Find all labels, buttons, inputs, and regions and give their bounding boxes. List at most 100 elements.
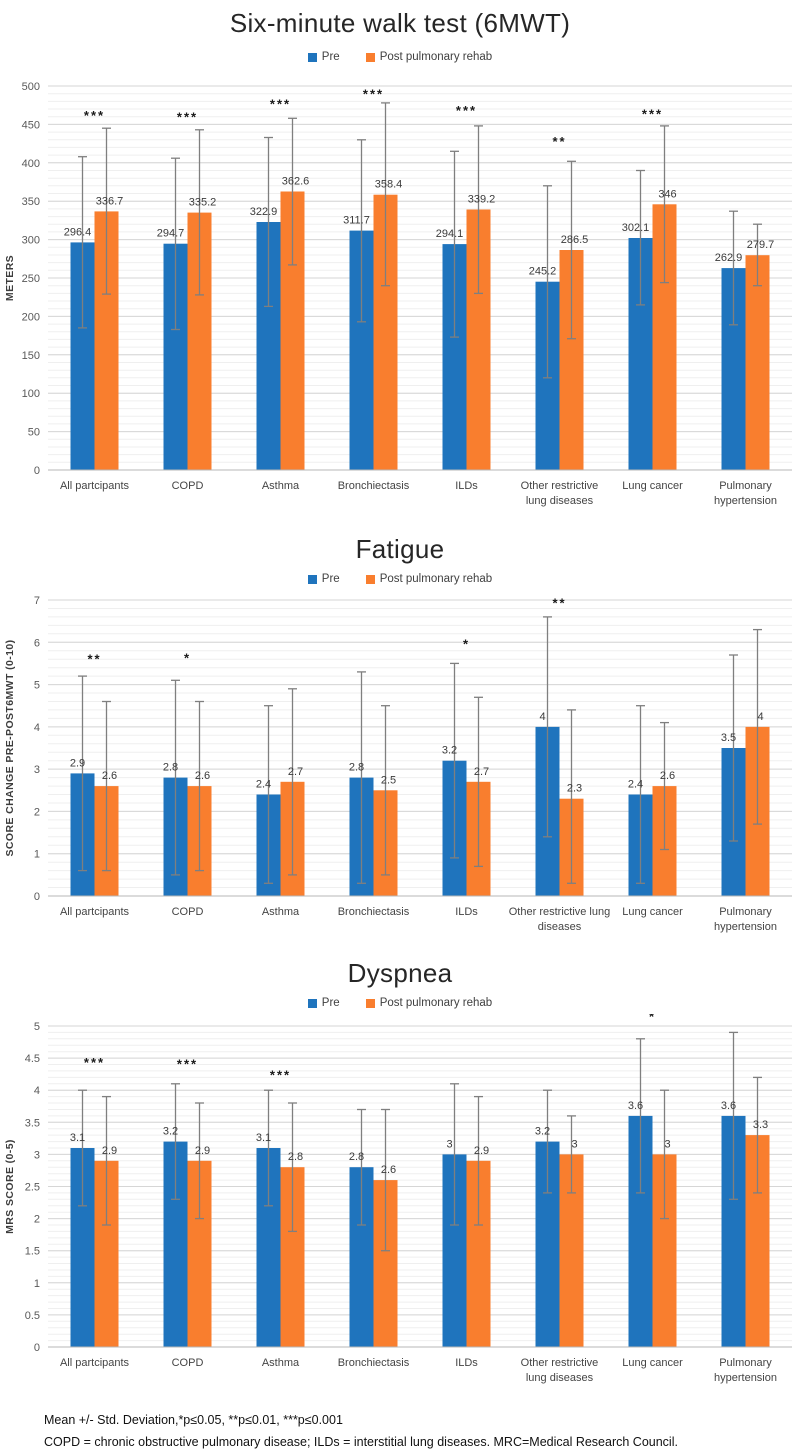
value-label-pre: 3.2 (535, 1126, 550, 1138)
y-tick-label: 0 (34, 465, 40, 477)
chart-fatigue-plot: 0 1 2 3 4 5 6 7 SCORE CHANGE PRE-POST6MWT (0-10)… (4, 595, 792, 933)
value-label-post: 2.6 (660, 770, 675, 782)
chart-section-fatigue: Fatigue Pre Post pulmonary rehab 0 1 2 3 4 5 6… (0, 534, 800, 942)
y-tick-label: 5 (34, 680, 40, 692)
x-category-label: Other restrictive (521, 480, 599, 492)
y-tick-label: 450 (22, 119, 40, 131)
y-tick-label: 0 (34, 891, 40, 903)
y-tick-label: 4.5 (25, 1053, 40, 1065)
y-tick-label: 500 (22, 81, 40, 93)
x-category-label: lung diseases (526, 1372, 594, 1384)
legend-item-pre: Pre (307, 51, 340, 63)
y-axis-label: SCORE CHANGE PRE-POST6MWT (0-10) (4, 640, 16, 857)
x-category-label: Other restrictive (521, 1357, 599, 1369)
value-label-pre: 3.5 (721, 732, 736, 744)
y-tick-label: 100 (22, 388, 40, 400)
value-label-pre: 302.1 (622, 222, 650, 234)
y-tick-label: 150 (22, 350, 40, 362)
x-category-label: Lung cancer (622, 1357, 683, 1369)
footnote-abbreviations: COPD = chronic obstructive pulmonary dis… (44, 1435, 678, 1449)
x-category-label: Lung cancer (622, 906, 683, 918)
legend-swatch-post-icon (365, 52, 375, 62)
y-tick-label: 4 (34, 722, 40, 734)
significance-stars: *** (177, 1056, 198, 1071)
y-tick-label: 250 (22, 273, 40, 285)
value-label-post: 2.8 (288, 1151, 303, 1163)
y-tick-label: 1 (34, 1278, 40, 1290)
significance-stars: *** (177, 109, 198, 124)
legend-item-post: Post pulmonary rehab (365, 997, 493, 1009)
chart-6mwt-plot: 0 50 100 150 200 250 300 350 400 450 500 METERS 296.… (4, 81, 792, 507)
value-label-pre: 294.1 (436, 228, 464, 240)
value-label-post: 3 (664, 1138, 670, 1150)
significance-stars: *** (456, 103, 477, 118)
value-label-pre: 2.4 (256, 779, 271, 791)
significance-stars: * (184, 651, 191, 666)
legend-label-pre: Pre (321, 997, 340, 1009)
value-label-post: 2.6 (102, 770, 117, 782)
significance-stars: ** (87, 651, 101, 666)
value-label-post: 2.7 (288, 766, 303, 778)
value-label-post: 2.9 (195, 1145, 210, 1157)
legend-swatch-post-icon (365, 998, 375, 1008)
value-label-pre: 2.8 (349, 762, 364, 774)
significance-stars: *** (84, 108, 105, 123)
y-tick-label: 2 (34, 1214, 40, 1226)
y-tick-label: 1.5 (25, 1246, 40, 1258)
x-category-label: All partcipants (60, 906, 130, 918)
value-label-post: 336.7 (96, 195, 124, 207)
y-tick-label: 2 (34, 806, 40, 818)
value-label-pre: 2.8 (349, 1151, 364, 1163)
y-tick-label: 300 (22, 235, 40, 247)
value-label-pre: 3.1 (70, 1132, 85, 1144)
legend-label-post: Post pulmonary rehab (379, 997, 493, 1009)
significance-stars: *** (642, 106, 663, 121)
legend-label-post: Post pulmonary rehab (379, 51, 493, 63)
legend-item-pre: Pre (307, 997, 340, 1009)
y-axis-label: MRS SCORE (0-5) (4, 1139, 16, 1234)
value-label-post: 2.3 (567, 783, 582, 795)
y-tick-label: 3 (34, 1149, 40, 1161)
y-tick-label: 350 (22, 196, 40, 208)
x-category-label: Lung cancer (622, 480, 683, 492)
value-label-post: 362.6 (282, 176, 310, 188)
value-label-post: 335.2 (189, 197, 217, 209)
significance-stars: * (649, 1014, 656, 1024)
y-tick-label: 50 (28, 427, 40, 439)
value-label-post: 2.6 (381, 1164, 396, 1176)
y-tick-label: 3 (34, 764, 40, 776)
x-category-label: Pulmonary (719, 906, 772, 918)
chart-title-6mwt: Six-minute walk test (6MWT) (229, 8, 571, 38)
x-category-label: COPD (172, 480, 204, 492)
x-category-label: Pulmonary (719, 480, 772, 492)
value-label-pre: 3.1 (256, 1132, 271, 1144)
x-category-label: Asthma (262, 906, 300, 918)
chart-legend: Pre Post pulmonary rehab (0, 994, 800, 1012)
value-label-pre: 245.2 (529, 266, 557, 278)
x-category-label: hypertension (714, 1372, 777, 1384)
y-tick-label: 7 (34, 595, 40, 607)
legend-item-pre: Pre (307, 573, 340, 585)
x-category-label: hypertension (714, 495, 777, 507)
value-label-post: 2.7 (474, 766, 489, 778)
x-category-label: hypertension (714, 921, 777, 933)
value-label-pre: 2.8 (163, 762, 178, 774)
significance-stars: *** (363, 86, 384, 101)
value-label-pre: 294.7 (157, 228, 185, 240)
chart-dyspnea-plot: 0 0.5 1 1.5 2 2.5 3 3.5 4 4.5 5 MRS SCORE (0-5) 3.1 2… (4, 1014, 792, 1384)
x-category-label: Pulmonary (719, 1357, 772, 1369)
legend-swatch-post-icon (365, 574, 375, 584)
y-tick-label: 2.5 (25, 1182, 40, 1194)
y-tick-label: 5 (34, 1021, 40, 1033)
x-category-label: All partcipants (60, 1357, 130, 1369)
value-label-pre: 262.9 (715, 252, 743, 264)
value-label-post: 358.4 (375, 179, 403, 191)
significance-stars: ** (552, 134, 566, 149)
x-category-label: ILDs (455, 906, 478, 918)
value-label-pre: 2.9 (70, 757, 85, 769)
value-label-pre: 296.4 (64, 226, 92, 238)
chart-title-dyspnea: Dyspnea (347, 958, 453, 988)
value-label-post: 3.3 (753, 1119, 768, 1131)
value-label-post: 2.9 (102, 1145, 117, 1157)
value-label-post: 339.2 (468, 194, 496, 206)
